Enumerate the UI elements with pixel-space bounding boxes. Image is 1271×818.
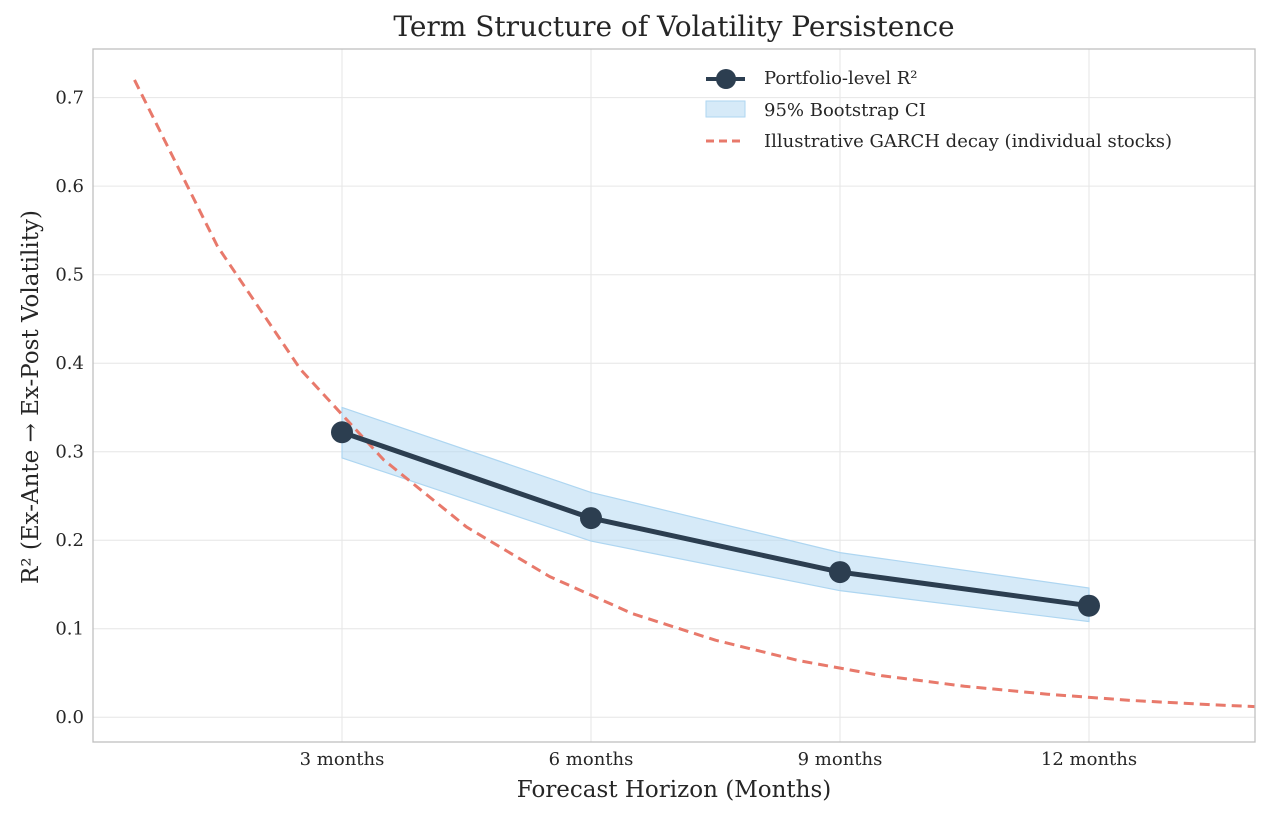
y-tick-label: 0.1 — [55, 619, 84, 640]
legend-swatch-ci-band — [705, 100, 746, 118]
y-tick-label: 0.7 — [55, 88, 84, 109]
portfolio-point — [331, 421, 353, 444]
marker-layer — [331, 421, 1100, 617]
y-tick-label: 0.3 — [55, 442, 84, 463]
y-tick-label: 0.0 — [55, 707, 84, 728]
plot-frame — [92, 48, 1256, 743]
gridlines — [93, 49, 1255, 742]
tick-labels: 0.0 0.1 0.2 0.3 0.4 0.5 0.6 0.7 3 months 6 months… — [55, 88, 1137, 770]
y-tick-label: 0.2 — [55, 530, 84, 551]
garch-decay-line — [133, 79, 1256, 709]
chart-title: Term Structure of Volatility Persistence — [393, 10, 954, 43]
y-tick-label: 0.4 — [55, 353, 84, 374]
portfolio-point — [829, 561, 851, 584]
x-tick-label: 9 months — [798, 749, 883, 770]
legend-swatch-portfolio-marker — [716, 69, 736, 89]
y-axis-label: R² (Ex-Ante → Ex-Post Volatility) — [18, 210, 44, 584]
y-tick-label: 0.6 — [55, 176, 84, 197]
garch-curve-layer — [133, 79, 1256, 709]
legend-label-garch: Illustrative GARCH decay (individual sto… — [764, 131, 1172, 152]
x-tick-label: 3 months — [300, 749, 385, 770]
x-tick-label: 12 months — [1041, 749, 1137, 770]
x-axis-label: Forecast Horizon (Months) — [517, 777, 831, 803]
portfolio-point — [1078, 594, 1100, 617]
portfolio-point — [580, 507, 602, 530]
portfolio-line-layer — [339, 429, 1092, 609]
portfolio-line — [339, 429, 1092, 609]
ci-band — [341, 406, 1090, 623]
legend-label-portfolio: Portfolio-level R² — [764, 68, 917, 89]
legend: Portfolio-level R² 95% Bootstrap CI Illu… — [705, 68, 1172, 152]
legend-label-ci: 95% Bootstrap CI — [764, 100, 926, 121]
x-tick-label: 6 months — [549, 749, 634, 770]
y-tick-label: 0.5 — [55, 265, 84, 286]
confidence-band-layer — [341, 406, 1090, 623]
